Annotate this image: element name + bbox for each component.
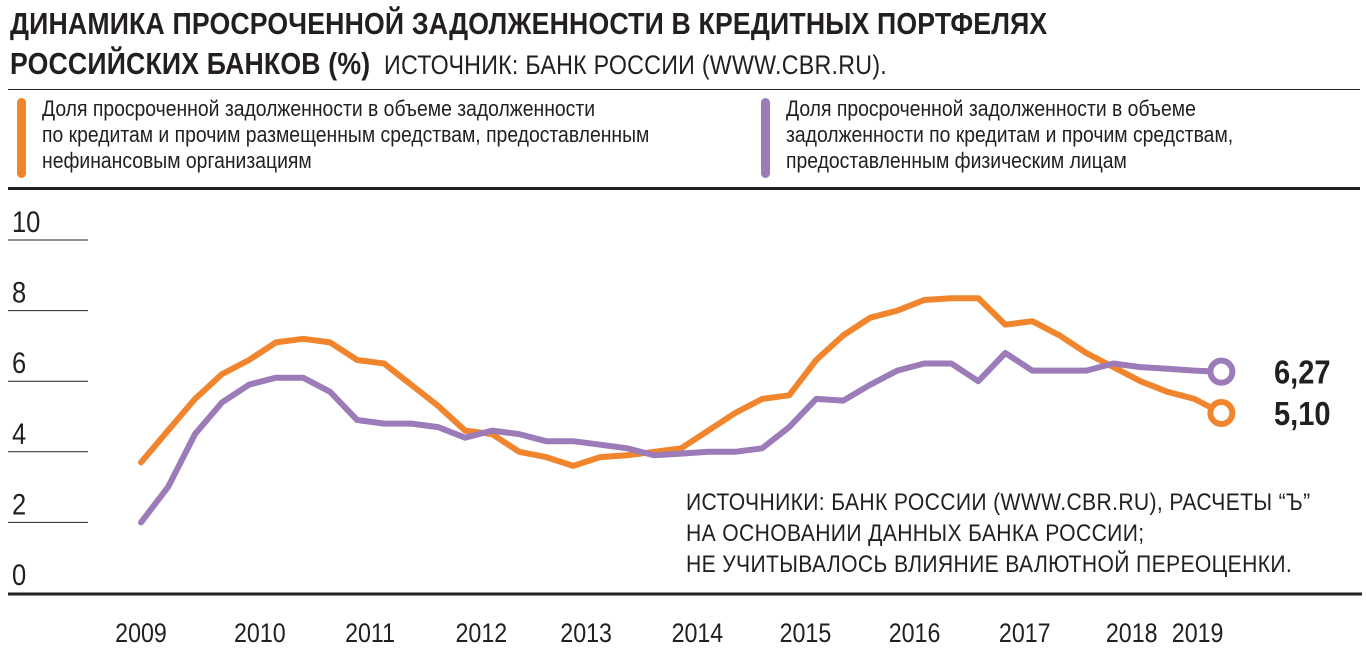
x-tick-label-2012: 2012 xyxy=(456,618,508,648)
y-tick-label-8: 8 xyxy=(12,276,26,309)
legend-text-individuals: Доля просроченной задолженности в объеме… xyxy=(786,96,1233,174)
legend-line: Доля просроченной задолженности в объеме… xyxy=(42,96,596,121)
legend-line: по кредитам и прочим размещенным средств… xyxy=(42,122,650,147)
series-end-label-organizations: 5,10 xyxy=(1274,395,1331,432)
series-end-marker-organizations xyxy=(1207,398,1236,427)
footnote-line: НА ОСНОВАНИИ ДАННЫХ БАНКА РОССИИ; xyxy=(686,520,1145,547)
legend-item-organizations: Доля просроченной задолженности в объеме… xyxy=(17,96,732,178)
x-tick-label-2017: 2017 xyxy=(999,618,1051,648)
legend-line: Доля просроченной задолженности в объеме xyxy=(786,96,1196,121)
legend-line: предоставленным физическим лицам xyxy=(786,148,1127,173)
x-tick-label-2015: 2015 xyxy=(780,618,832,648)
legend-item-individuals: Доля просроченной задолженности в объеме… xyxy=(761,96,1294,178)
legend-text-organizations: Доля просроченной задолженности в объеме… xyxy=(42,96,649,174)
legend-line: нефинансовым организациям xyxy=(42,148,312,173)
title-line-2-text: РОССИЙСКИХ БАНКОВ (%) xyxy=(10,46,371,81)
footnote-line: НЕ УЧИТЫВАЛОСЬ ВЛИЯНИЕ ВАЛЮТНОЙ ПЕРЕОЦЕН… xyxy=(686,551,1293,578)
x-tick-label-2011: 2011 xyxy=(345,618,395,648)
x-tick-label-2014: 2014 xyxy=(672,618,724,648)
y-tick-label-10: 10 xyxy=(12,205,40,238)
y-tick-label-4: 4 xyxy=(12,417,26,450)
x-tick-label-2019: 2019 xyxy=(1172,618,1224,648)
footnote: ИСТОЧНИКИ: БАНК РОССИИ (WWW.CBR.RU), РАС… xyxy=(686,487,1310,580)
legend-rule xyxy=(8,187,1360,190)
legend-line: задолженности по кредитам и прочим средс… xyxy=(786,122,1234,147)
title-source: ИСТОЧНИК: БАНК РОССИИ (WWW.CBR.RU). xyxy=(384,50,888,80)
y-tick-label-0: 0 xyxy=(12,558,26,591)
chart-title: ДИНАМИКА ПРОСРОЧЕННОЙ ЗАДОЛЖЕННОСТИ В КР… xyxy=(10,4,1047,85)
title-line-2: РОССИЙСКИХ БАНКОВ (%) ИСТОЧНИК: БАНК РОСС… xyxy=(10,44,1047,85)
y-tick-label-2: 2 xyxy=(12,487,26,520)
footnote-line: ИСТОЧНИКИ: БАНК РОССИИ (WWW.CBR.RU), РАС… xyxy=(686,489,1311,516)
y-tick-label-6: 6 xyxy=(12,346,26,379)
x-tick-label-2010: 2010 xyxy=(234,618,286,648)
header-rule xyxy=(8,89,1360,90)
title-line-1: ДИНАМИКА ПРОСРОЧЕННОЙ ЗАДОЛЖЕННОСТИ В КР… xyxy=(10,6,1048,41)
series-end-marker-individuals xyxy=(1207,357,1236,386)
x-tick-label-2016: 2016 xyxy=(889,618,941,648)
series-end-label-individuals: 6,27 xyxy=(1274,354,1331,391)
x-tick-label-2009: 2009 xyxy=(115,618,167,648)
series-line-organizations xyxy=(138,295,1225,469)
legend-swatch-orange xyxy=(17,98,26,178)
x-tick-label-2013: 2013 xyxy=(560,618,612,648)
x-tick-label-2018: 2018 xyxy=(1106,618,1158,648)
legend-swatch-purple xyxy=(761,98,770,178)
series-line-individuals xyxy=(138,350,1225,526)
